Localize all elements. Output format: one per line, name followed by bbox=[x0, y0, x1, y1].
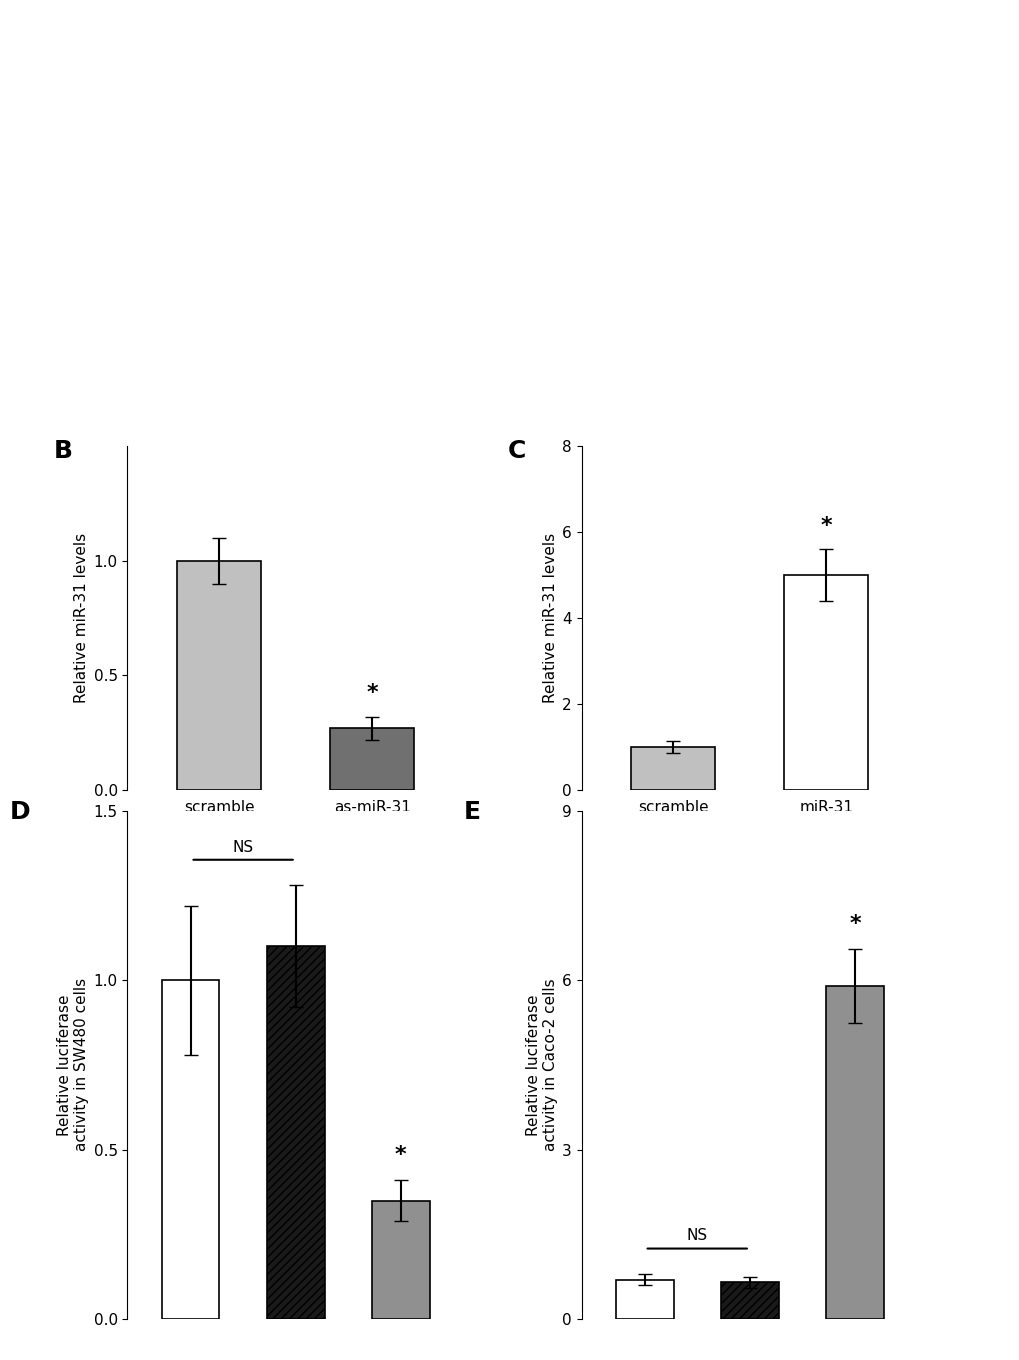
Text: NS: NS bbox=[686, 1228, 707, 1243]
Bar bbox=[784, 575, 867, 790]
Bar bbox=[615, 1280, 673, 1319]
Bar bbox=[161, 981, 219, 1319]
Bar bbox=[330, 728, 414, 790]
Text: C: C bbox=[507, 439, 526, 464]
Bar bbox=[372, 1201, 429, 1319]
Text: *: * bbox=[394, 1145, 407, 1166]
Bar bbox=[177, 560, 261, 790]
Text: E: E bbox=[464, 801, 480, 824]
Text: *: * bbox=[366, 683, 378, 703]
Text: B: B bbox=[53, 439, 72, 464]
Text: Caco-2: Caco-2 bbox=[267, 873, 324, 891]
Bar bbox=[267, 947, 324, 1319]
Text: NS: NS bbox=[232, 839, 254, 854]
Text: D: D bbox=[10, 801, 31, 824]
Bar bbox=[631, 747, 714, 790]
Y-axis label: Relative luciferase
activity in Caco-2 cells: Relative luciferase activity in Caco-2 c… bbox=[525, 979, 557, 1151]
Bar bbox=[825, 986, 883, 1319]
Y-axis label: Relative miR-31 levels: Relative miR-31 levels bbox=[74, 533, 90, 703]
Y-axis label: Relative luciferase
activity in SW480 cells: Relative luciferase activity in SW480 ce… bbox=[57, 978, 90, 1152]
Y-axis label: Relative miR-31 levels: Relative miR-31 levels bbox=[542, 533, 557, 703]
Text: *: * bbox=[848, 914, 860, 934]
Text: SW480: SW480 bbox=[719, 873, 779, 891]
Bar bbox=[720, 1282, 777, 1319]
Text: *: * bbox=[819, 515, 832, 536]
